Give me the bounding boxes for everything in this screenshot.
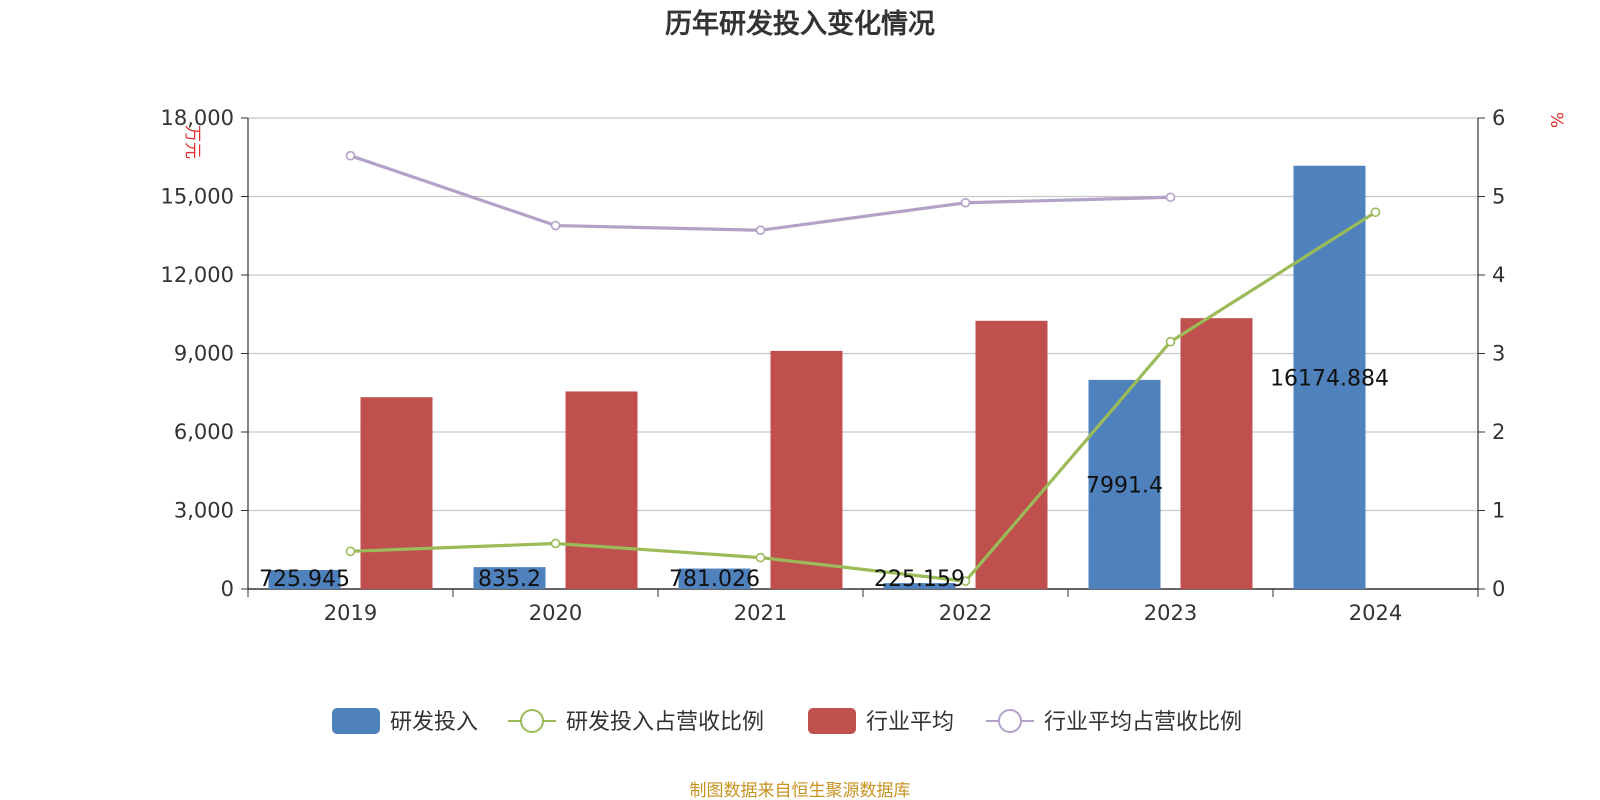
left-tick-label: 0 <box>221 577 234 601</box>
bar-rd-investment <box>1088 379 1161 589</box>
x-tick-label: 2024 <box>1349 601 1402 625</box>
left-tick-label: 3,000 <box>174 499 234 523</box>
bar-rd-investment <box>678 568 751 589</box>
x-tick-label: 2022 <box>939 601 992 625</box>
legend-swatch-marker <box>998 709 1022 733</box>
legend-label: 研发投入 <box>390 710 478 735</box>
bar-data-label: 781.026 <box>669 567 760 592</box>
right-tick-label: 0 <box>1492 577 1505 601</box>
bar-rd-investment <box>1293 165 1366 589</box>
chart-title: 历年研发投入变化情况 <box>665 8 935 40</box>
bar-data-label: 725.945 <box>259 567 350 592</box>
legend: 研发投入 研发投入占营收比例 行业平均 行业平均占营收比例 <box>332 708 1242 735</box>
right-tick-label: 1 <box>1492 499 1505 523</box>
x-tick-label: 2023 <box>1144 601 1197 625</box>
bar-rd-investment <box>883 583 956 589</box>
data-source: 制图数据来自恒生聚源数据库 <box>690 781 911 800</box>
bars <box>268 165 1366 589</box>
right-tick-label: 5 <box>1492 185 1505 209</box>
x-tick-label: 2020 <box>529 601 582 625</box>
left-tick-label: 6,000 <box>174 420 234 444</box>
right-tick-label: 6 <box>1492 106 1505 130</box>
legend-label: 行业平均占营收比例 <box>1044 710 1242 735</box>
legend-swatch-marker <box>520 709 544 733</box>
bar-rd-investment <box>473 567 546 589</box>
left-tick-label: 18,000 <box>161 106 234 130</box>
right-tick-label: 4 <box>1492 263 1505 287</box>
series-point <box>755 225 766 236</box>
bar-data-label: 225.159 <box>874 567 965 592</box>
legend-swatch-bar <box>808 708 856 734</box>
series-point <box>1165 192 1176 203</box>
gridlines <box>248 117 1478 512</box>
left-tick-label: 9,000 <box>174 342 234 366</box>
series-point <box>1370 207 1381 217</box>
series-point <box>345 546 356 557</box>
series-point <box>755 552 766 563</box>
right-tick-label: 3 <box>1492 342 1505 366</box>
bar-industry-average <box>360 397 433 589</box>
data-labels: 725.945 835.2 781.026 225.159 7991.4 16174.88… <box>259 366 1389 592</box>
bar-data-label: 16174.884 <box>1270 366 1389 391</box>
legend-label: 行业平均 <box>866 710 954 735</box>
series-point <box>550 220 561 231</box>
bar-industry-average <box>770 350 843 589</box>
bar-rd-investment <box>268 570 341 589</box>
x-tick-label: 2021 <box>734 601 787 625</box>
series-line-1 <box>350 210 1377 583</box>
series-point <box>345 150 356 161</box>
legend-label: 研发投入占营收比例 <box>566 710 764 735</box>
x-tick-label: 2019 <box>324 601 377 625</box>
series-point <box>960 576 971 586</box>
bar-industry-average <box>975 320 1048 589</box>
series-line-3 <box>349 154 1171 232</box>
series-point <box>550 538 561 549</box>
right-axis-unit: % <box>1546 112 1566 128</box>
lines <box>345 150 1381 586</box>
right-tick-label: 2 <box>1492 420 1505 444</box>
bar-data-label: 835.2 <box>478 567 541 592</box>
left-tick-label: 15,000 <box>161 185 234 209</box>
axes: 0 3,000 6,000 9,000 12,000 15,000 18,000 0 1 2 3 4 5… <box>161 106 1566 625</box>
bar-data-label: 7991.4 <box>1086 473 1163 498</box>
left-axis-unit: 万元 <box>182 125 202 159</box>
left-tick-label: 12,000 <box>161 263 234 287</box>
legend-swatch-bar <box>332 708 380 734</box>
series-point <box>1165 336 1176 347</box>
bar-industry-average <box>565 391 638 589</box>
bar-industry-average <box>1180 318 1253 589</box>
series-point <box>960 197 971 208</box>
